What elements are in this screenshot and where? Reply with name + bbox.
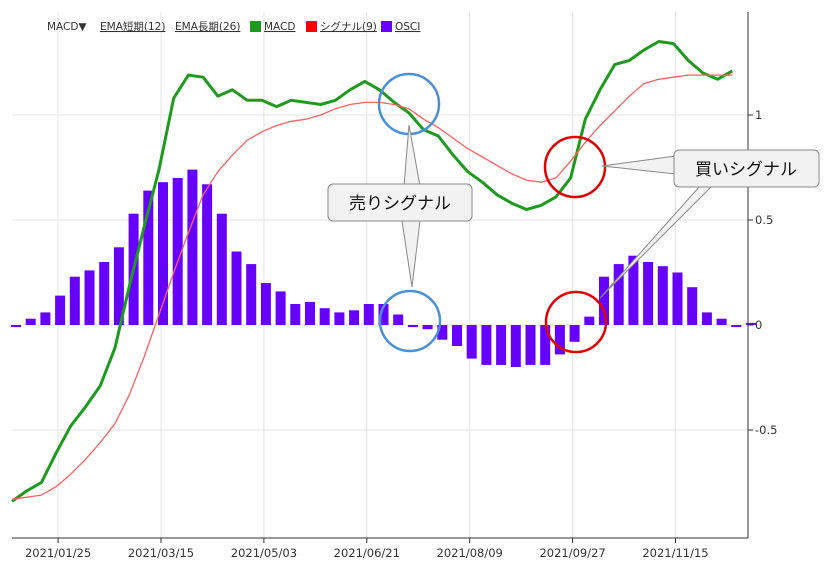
- buy-signal-label: 買いシグナル: [695, 160, 797, 180]
- osci-bar: [731, 325, 742, 328]
- buy-signal-circle-lines: [543, 135, 607, 199]
- x-tick-label: 2021/08/09: [437, 546, 503, 560]
- x-tick-label: 2021/09/27: [539, 546, 605, 560]
- osci-bar: [143, 190, 154, 325]
- osci-bar: [202, 184, 213, 325]
- osci-bar: [481, 325, 492, 365]
- osci-bar: [746, 322, 756, 325]
- y-ticks: -0.5 0 0.5 1: [748, 108, 777, 437]
- y-tick-label: 0: [755, 318, 762, 332]
- x-tick-label: 2021/11/15: [642, 546, 708, 560]
- y-tick-label: -0.5: [755, 423, 777, 437]
- y-tick-label: 0.5: [755, 213, 773, 227]
- osci-bar: [393, 314, 404, 325]
- osci-bar: [334, 312, 345, 325]
- osci-bar: [540, 325, 551, 365]
- osci-toggle[interactable]: OSCI: [395, 21, 420, 33]
- osci-bar: [275, 291, 286, 325]
- sell-signal-label: 売りシグナル: [349, 194, 451, 214]
- osci-bar: [172, 178, 183, 325]
- osci-bar: [260, 283, 271, 325]
- sell-callout-box: [327, 183, 473, 222]
- sell-signal-circle-osci: [378, 289, 442, 353]
- osci-bar: [599, 276, 609, 325]
- x-tick-label: 2021/05/03: [231, 546, 297, 560]
- osci-bar: [40, 312, 51, 325]
- osci-bar: [716, 318, 727, 325]
- ema-long-toggle[interactable]: EMA長期(26): [175, 21, 240, 33]
- macd-menu-dropdown[interactable]: MACD▼: [47, 21, 87, 33]
- osci-bar: [687, 287, 698, 325]
- osci-bar: [643, 262, 654, 325]
- osci-bar: [305, 301, 315, 325]
- x-ticks: 2021/01/25 2021/03/15 2021/05/03 2021/06/21…: [25, 538, 709, 560]
- osci-legend-swatch: [381, 21, 392, 32]
- osci-bar: [158, 182, 168, 325]
- signal-toggle[interactable]: シグナル(9): [320, 20, 377, 33]
- osci-bar: [452, 325, 462, 346]
- osci-bar: [378, 304, 389, 325]
- osci-bar: [363, 304, 374, 325]
- osci-bar: [407, 325, 418, 328]
- buy-callout-box: [673, 149, 820, 188]
- ema-short-toggle[interactable]: EMA短期(12): [100, 20, 165, 33]
- macd-toggle[interactable]: MACD: [264, 21, 295, 33]
- osci-bar: [113, 247, 124, 325]
- osci-bar: [584, 316, 595, 325]
- osci-bar: [216, 213, 227, 325]
- osci-bar: [657, 266, 668, 325]
- osci-bar: [349, 310, 360, 325]
- osci-bar: [672, 272, 683, 325]
- y-tick-label: 1: [755, 108, 762, 122]
- osci-bar: [319, 308, 330, 325]
- osci-bar: [246, 264, 257, 325]
- x-tick-label: 2021/03/15: [128, 546, 194, 560]
- osci-bar: [510, 325, 521, 367]
- osci-bar: [99, 262, 110, 325]
- osci-bar: [466, 325, 477, 359]
- osci-bar: [496, 325, 507, 365]
- osci-bars: [11, 169, 756, 367]
- signal-line: [11, 74, 733, 500]
- osci-bar: [69, 276, 80, 325]
- osci-bar: [701, 312, 712, 325]
- x-tick-label: 2021/01/25: [25, 546, 91, 560]
- osci-bar: [290, 304, 301, 325]
- sell-signal-annotation: 売りシグナル: [327, 72, 473, 353]
- osci-bar: [25, 318, 36, 325]
- signal-legend-swatch: [306, 21, 317, 32]
- buy-callout-pointer-left: [601, 155, 677, 175]
- osci-bar: [525, 325, 536, 365]
- buy-callout-pointer-down: [599, 185, 714, 299]
- osci-bar: [11, 325, 21, 328]
- osci-bar: [613, 264, 624, 325]
- osci-bar: [84, 270, 95, 325]
- osci-bar: [55, 295, 66, 325]
- legend: MACD▼ EMA短期(12) EMA長期(26) MACD シグナル(9) O…: [47, 20, 420, 33]
- macd-legend-swatch: [250, 21, 261, 32]
- osci-bar: [422, 325, 433, 330]
- osci-bar: [187, 169, 198, 325]
- osci-bar: [569, 325, 580, 342]
- macd-line: [11, 40, 734, 503]
- line-series: [11, 40, 734, 503]
- buy-signal-circle-osci: [544, 290, 608, 354]
- osci-bar: [554, 325, 565, 355]
- osci-bar: [437, 325, 448, 340]
- osci-bar: [628, 255, 639, 325]
- sell-callout-pointer-down: [401, 220, 421, 288]
- x-tick-label: 2021/06/21: [334, 546, 400, 560]
- osci-bar: [231, 251, 242, 325]
- buy-signal-annotation: 買いシグナル: [543, 135, 820, 354]
